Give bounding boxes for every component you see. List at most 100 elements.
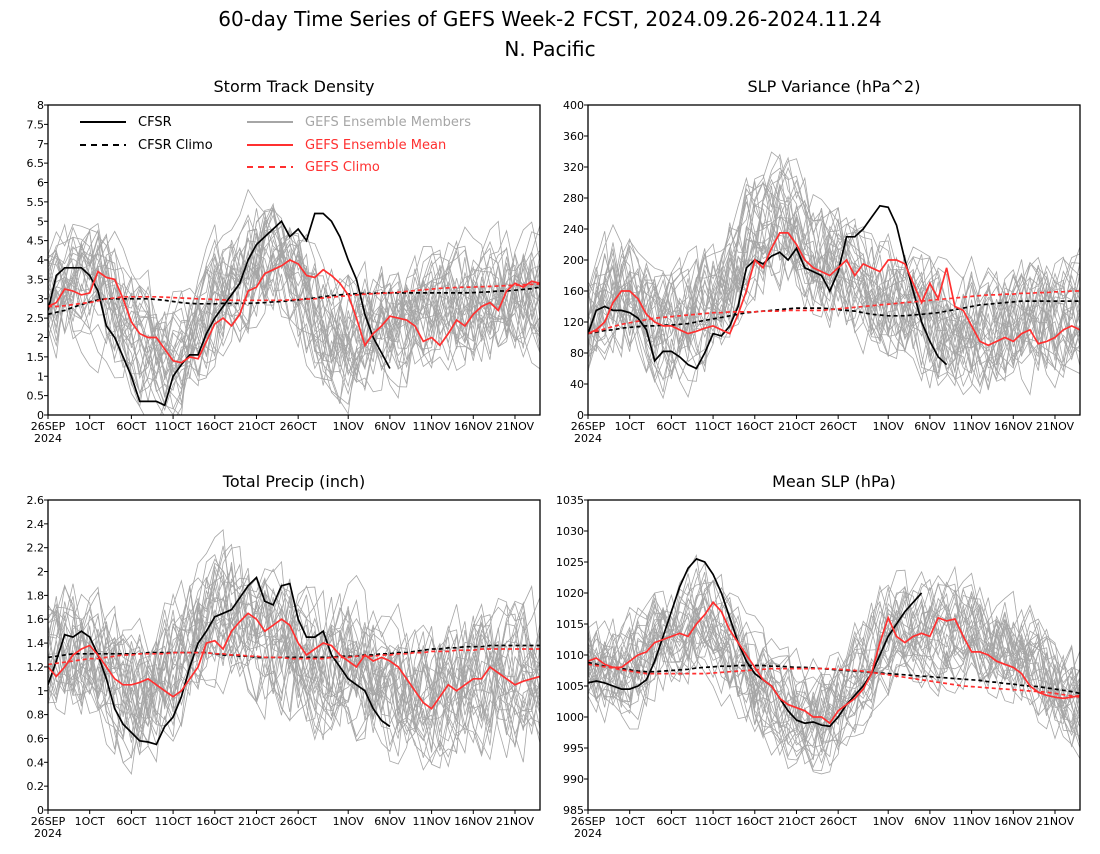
- ensemble-member-line: [48, 594, 540, 764]
- x-tick-label: 11NOV: [412, 420, 451, 433]
- series-cfsr-line: [48, 575, 391, 746]
- x-tick-label: 1NOV: [873, 420, 905, 433]
- y-tick-label: 1: [37, 370, 44, 383]
- y-tick-label: 120: [563, 316, 584, 329]
- ensemble-member-line: [588, 554, 1080, 744]
- x-tick-label: 16OCT: [736, 815, 773, 828]
- x-tick-label: 6OCT: [656, 420, 686, 433]
- x-tick-label: 6OCT: [116, 420, 146, 433]
- x-tick-label: 21OCT: [238, 420, 275, 433]
- x-tick-label: 26OCT: [820, 815, 857, 828]
- y-tick-label: 1005: [556, 680, 584, 693]
- x-tick-label: 26SEP: [571, 420, 606, 433]
- x-tick-label: 16NOV: [454, 420, 493, 433]
- ensemble-member-line: [48, 601, 540, 743]
- x-tick-label: 11NOV: [952, 815, 991, 828]
- x-tick-label: 6NOV: [374, 420, 406, 433]
- ensemble-member-line: [48, 528, 540, 736]
- y-tick-label: 1015: [556, 618, 584, 631]
- ensemble-member-line: [588, 193, 1080, 400]
- y-tick-label: 1035: [556, 494, 584, 507]
- ensemble-member-line: [48, 205, 540, 412]
- x-tick-label: 16NOV: [994, 815, 1033, 828]
- x-tick-label: 1OCT: [615, 420, 645, 433]
- x-year-label: 2024: [34, 827, 62, 840]
- ensemble-member-line: [48, 562, 540, 758]
- y-tick-label: 0: [37, 804, 44, 817]
- y-tick-label: 3: [37, 293, 44, 306]
- y-tick-label: 0.4: [27, 756, 45, 769]
- y-tick-label: 5: [37, 215, 44, 228]
- ensemble-member-line: [48, 543, 540, 761]
- x-tick-label: 6OCT: [116, 815, 146, 828]
- y-tick-label: 1: [37, 685, 44, 698]
- x-tick-label: 16OCT: [196, 815, 233, 828]
- y-tick-label: 7: [37, 138, 44, 151]
- ensemble-member-line: [48, 577, 540, 750]
- y-tick-label: 4: [37, 254, 44, 267]
- ensemble-member-line: [48, 566, 540, 742]
- ensemble-member-line: [48, 209, 540, 382]
- y-tick-label: 0.8: [27, 709, 45, 722]
- y-tick-label: 6.5: [27, 157, 45, 170]
- y-tick-label: 990: [563, 773, 584, 786]
- x-tick-label: 6OCT: [656, 815, 686, 828]
- y-tick-label: 80: [570, 347, 584, 360]
- ensemble-member-line: [48, 579, 540, 754]
- x-tick-label: 16OCT: [196, 420, 233, 433]
- y-tick-label: 320: [563, 161, 584, 174]
- ensemble-member-line: [588, 591, 1080, 767]
- series-cfsr-line: [48, 212, 391, 407]
- x-tick-label: 1NOV: [333, 420, 365, 433]
- series-gefs-climo-line: [588, 290, 1080, 335]
- x-tick-label: 6NOV: [914, 420, 946, 433]
- plot-area-2: [48, 528, 540, 776]
- ensemble-member-line: [588, 167, 1080, 389]
- series-cfsr-climo-line: [48, 644, 540, 659]
- ensemble-member-line: [588, 219, 1080, 388]
- x-tick-label: 11NOV: [952, 420, 991, 433]
- y-tick-label: 200: [563, 254, 584, 267]
- x-tick-label: 16OCT: [736, 420, 773, 433]
- x-tick-label: 1NOV: [873, 815, 905, 828]
- x-tick-label: 1NOV: [333, 815, 365, 828]
- panel-3: 985 990 995 1000 1005 1010 1015 1020 1025 1030 103…: [556, 472, 1081, 840]
- y-tick-label: 995: [563, 742, 584, 755]
- ensemble-member-line: [48, 228, 540, 375]
- ensemble-member-line: [588, 573, 1080, 748]
- ensemble-member-line: [588, 570, 1080, 756]
- y-tick-label: 1.4: [27, 637, 45, 650]
- x-tick-label: 16NOV: [994, 420, 1033, 433]
- plot-area-3: [588, 554, 1080, 775]
- y-tick-label: 1000: [556, 711, 584, 724]
- y-tick-label: 2: [37, 332, 44, 345]
- ensemble-member-line: [588, 604, 1080, 775]
- legend-cfsr-label: CFSR: [138, 115, 172, 130]
- x-tick-label: 16NOV: [454, 815, 493, 828]
- ensemble-member-line: [588, 182, 1080, 387]
- x-tick-label: 21NOV: [1036, 420, 1075, 433]
- x-tick-label: 26SEP: [31, 420, 66, 433]
- y-tick-label: 160: [563, 285, 584, 298]
- x-tick-label: 21OCT: [778, 815, 815, 828]
- y-tick-label: 1.8: [27, 589, 45, 602]
- y-tick-label: 0: [37, 409, 44, 422]
- y-tick-label: 2.5: [27, 312, 45, 325]
- plot-frame: [47, 499, 541, 811]
- y-tick-label: 6: [37, 177, 44, 190]
- x-tick-label: 11OCT: [695, 815, 732, 828]
- series-mean-line: [48, 259, 540, 364]
- ensemble-member-line: [48, 207, 540, 415]
- plot-frame: [47, 104, 541, 416]
- y-tick-label: 1020: [556, 587, 584, 600]
- y-tick-label: 400: [563, 99, 584, 112]
- y-tick-label: 240: [563, 223, 584, 236]
- ensemble-member-line: [588, 581, 1080, 729]
- series-cfsr-line: [588, 557, 923, 728]
- ensemble-member-line: [588, 207, 1080, 389]
- ensemble-member-line: [588, 199, 1080, 364]
- ensemble-member-line: [588, 195, 1080, 395]
- x-tick-label: 21NOV: [496, 815, 535, 828]
